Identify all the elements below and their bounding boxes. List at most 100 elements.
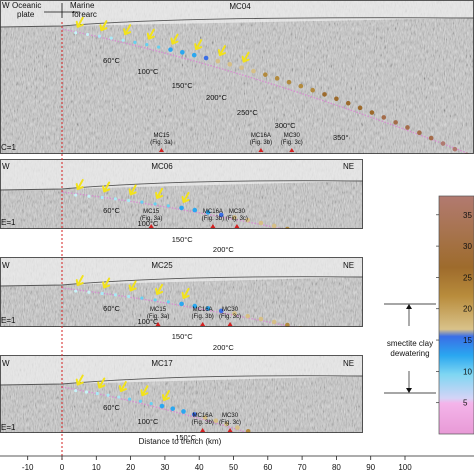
- isotherm-label: 100°C: [137, 67, 159, 76]
- isotherm-label: 60°C: [103, 56, 120, 65]
- well-marker-name: MC16A: [193, 413, 213, 419]
- temperature-dot: [245, 428, 251, 433]
- temperature-dot: [334, 96, 339, 102]
- temperature-dot: [202, 415, 208, 420]
- temperature-dot: [428, 135, 434, 141]
- fluid-arrow: [140, 385, 149, 397]
- isotherm-label: 100°C: [137, 417, 159, 426]
- water-column: [0, 159, 363, 190]
- well-marker-fig: (Fig. 3b): [250, 140, 272, 146]
- water-column: [0, 0, 474, 27]
- profile-label: MC17: [151, 359, 173, 368]
- well-marker-triangle: [227, 428, 233, 432]
- x-axis-label: Distance to trench (km): [139, 437, 222, 446]
- panel-border: [0, 159, 363, 229]
- fluid-arrow: [128, 184, 137, 196]
- fluid-arrow: [146, 28, 155, 40]
- temperature-dot: [192, 207, 198, 213]
- x-tick-label: 20: [126, 463, 135, 472]
- fluid-arrow: [102, 277, 111, 289]
- water-column: [0, 355, 363, 385]
- colorbar-tick-label: 20: [463, 305, 472, 314]
- temperature-dot: [298, 83, 304, 89]
- well-marker-triangle: [289, 148, 295, 152]
- temperature-dot: [289, 445, 294, 450]
- temperature-dot: [369, 110, 375, 115]
- isotherm-label: 300°C: [275, 121, 297, 130]
- temperature-dot: [310, 87, 316, 93]
- temperature-dot: [127, 198, 131, 203]
- temperature-dot: [312, 329, 317, 334]
- well-marker-name: MC15: [153, 133, 170, 139]
- temperature-dot: [298, 230, 303, 235]
- plate-interface: [61, 386, 252, 433]
- seafloor-reflector: [0, 17, 474, 28]
- colorbar-tick-label: 35: [463, 211, 472, 220]
- isotherm-label: 60°C: [103, 304, 120, 313]
- x-tick-label: 40: [195, 463, 204, 472]
- vertical-exaggeration: E=1: [1, 218, 16, 227]
- panel-border: [0, 257, 363, 327]
- label-forearc: forearc: [72, 10, 97, 19]
- fluid-arrow: [123, 24, 132, 36]
- temperature-dot: [159, 403, 165, 409]
- isotherm-label: 150°C: [172, 235, 194, 244]
- well-marker-triangle: [234, 224, 240, 228]
- temperature-dot: [113, 293, 118, 297]
- temperature-dot: [87, 290, 91, 294]
- temperature-dot: [312, 233, 317, 238]
- temperature-dot: [74, 289, 78, 293]
- temperature-dot: [106, 393, 110, 397]
- direction-sw: W: [2, 1, 10, 10]
- isotherm-label: 150°C: [172, 332, 194, 341]
- temperature-dot: [84, 390, 89, 394]
- well-marker-triangle: [227, 322, 233, 326]
- x-tick-label: 50: [229, 463, 238, 472]
- well-marker-fig: (Fig. 3c): [281, 140, 303, 146]
- temperature-dot: [357, 105, 363, 111]
- temperature-dot: [322, 92, 327, 97]
- x-tick-label: -10: [22, 463, 34, 472]
- temperature-dot: [181, 409, 186, 414]
- isotherm-label: 150°C: [175, 433, 197, 442]
- temperature-dot: [127, 294, 131, 299]
- temperature-dot: [351, 244, 356, 249]
- temperature-dot: [166, 204, 170, 208]
- profile-label: MC06: [151, 162, 173, 171]
- well-marker-name: MC16A: [251, 133, 271, 139]
- well-marker-name: MC30: [222, 413, 239, 419]
- well-marker-fig: (Fig. 3a): [147, 314, 169, 320]
- panel-mc17: MC17 W NE E=1 60°C 100°C 150°C MC16A(Fig. 3b) MC…: [0, 355, 363, 450]
- isotherm-label: 250°C: [237, 108, 259, 117]
- temperature-dot: [166, 300, 170, 304]
- x-tick-label: 60: [263, 463, 272, 472]
- well-marker-triangle: [158, 148, 164, 152]
- x-tick-label: 70: [298, 463, 307, 472]
- fluid-arrow: [194, 39, 203, 51]
- fluid-arrow: [155, 187, 164, 199]
- vertical-exaggeration: C=1: [1, 143, 16, 152]
- colorbar-tick-label: 5: [463, 399, 468, 408]
- profile-label: MC25: [151, 261, 173, 270]
- temperature-dot: [393, 120, 398, 125]
- annotation-arrowhead-down: [406, 388, 412, 393]
- temperature-dot: [271, 223, 277, 229]
- isotherm-label: 60°C: [103, 403, 120, 412]
- isotherm-label: 350°: [333, 133, 349, 142]
- isotherm-label: 200°C: [206, 93, 228, 102]
- temperature-dot: [149, 401, 153, 406]
- temperature-dot: [192, 412, 197, 417]
- temperature-dot: [235, 425, 240, 430]
- well-marker-triangle: [200, 428, 206, 432]
- temperature-dot: [218, 212, 224, 218]
- temperature-dot: [245, 217, 251, 223]
- x-tick-label: 30: [160, 463, 169, 472]
- temperature-dot: [258, 316, 264, 322]
- temperature-dot: [245, 313, 251, 319]
- fluid-arrow: [75, 179, 84, 191]
- temperature-dot: [192, 303, 198, 309]
- temperature-dot: [74, 31, 78, 35]
- temperature-dot: [351, 340, 356, 345]
- isotherm-label: 60°C: [103, 206, 120, 215]
